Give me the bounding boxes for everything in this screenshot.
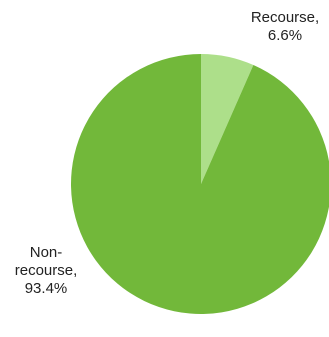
pie-slice-1 [71, 54, 329, 314]
pie-slice-label-0-line-0: Recourse, [251, 9, 319, 26]
pie-slice-label-1-line-0: Non- [30, 244, 63, 261]
pie-slice-label-1-line-1: recourse, [15, 262, 78, 279]
pie-slice-label-1: Non-recourse, 93.4% [15, 244, 78, 297]
pie-slice-label-0: Recourse, 6.6% [251, 9, 319, 44]
pie-slices [71, 54, 329, 314]
pie-slice-label-1-line-2: 93.4% [25, 280, 68, 297]
pie-slice-0 [201, 54, 254, 184]
pie-labels: Recourse, 6.6% Non-recourse, 93.4% [15, 9, 319, 297]
pie-slice-label-0-line-1: 6.6% [268, 27, 302, 44]
